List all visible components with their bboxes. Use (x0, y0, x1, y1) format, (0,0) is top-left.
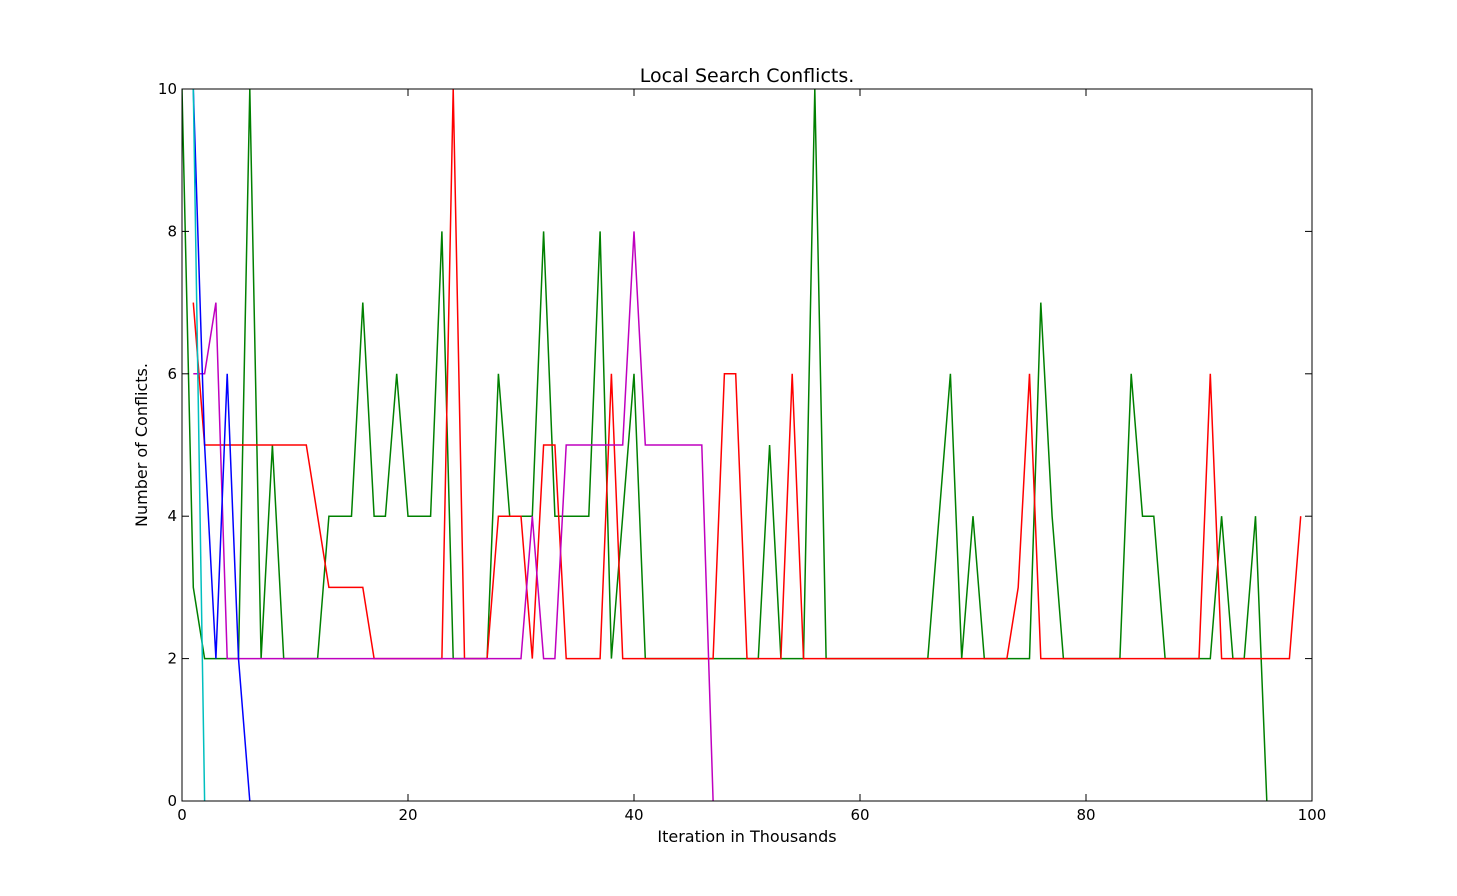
y-tick-label: 6 (167, 365, 177, 383)
series-line-4 (192, 89, 251, 801)
chart-title: Local Search Conflicts. (640, 65, 855, 87)
x-axis-label: Iteration in Thousands (657, 827, 836, 846)
y-tick-label: 10 (158, 80, 177, 98)
x-tick-label: 60 (850, 806, 869, 824)
x-tick-label: 40 (624, 806, 643, 824)
y-tick-label: 0 (167, 792, 177, 810)
series-line-3 (193, 231, 714, 801)
y-tick-label: 4 (167, 507, 177, 525)
y-tick-label: 2 (167, 650, 177, 668)
x-tick-label: 20 (398, 806, 417, 824)
ticks-layer: 0 20 40 60 80 100 0 2 4 6 8 10 (158, 80, 1326, 824)
x-tick-label: 80 (1076, 806, 1095, 824)
x-tick-label: 100 (1298, 806, 1327, 824)
series-line-5 (192, 89, 206, 801)
plot-frame (181, 88, 1313, 802)
series-layer (182, 89, 1302, 801)
y-tick-label: 8 (167, 222, 177, 240)
x-tick-label: 0 (177, 806, 187, 824)
y-axis-label: Number of Conflicts. (132, 363, 151, 527)
